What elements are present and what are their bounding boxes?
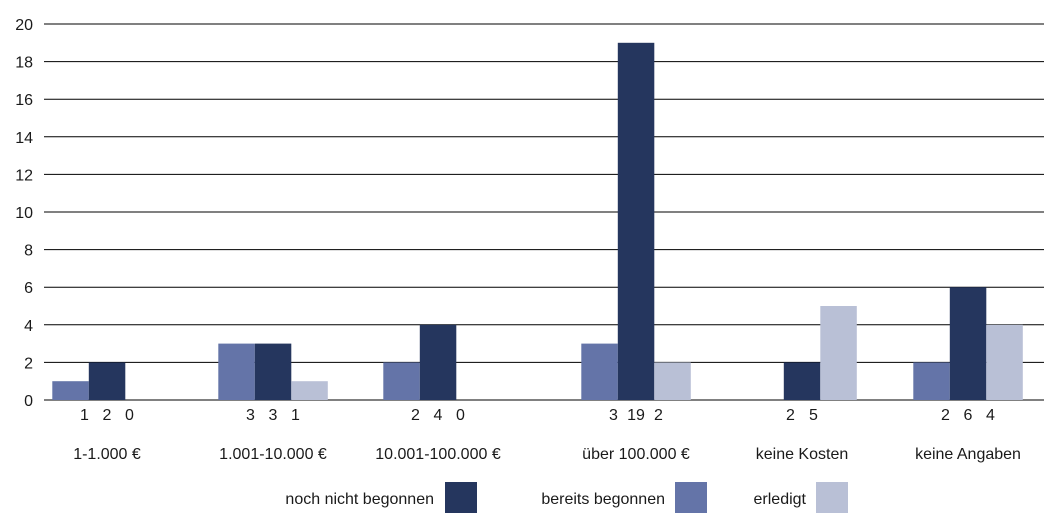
data-label: 6 bbox=[964, 407, 973, 424]
bar bbox=[949, 287, 987, 400]
bar bbox=[654, 362, 691, 400]
y-tick-label: 4 bbox=[24, 318, 33, 335]
y-tick-label: 16 bbox=[15, 92, 33, 109]
bar bbox=[218, 343, 255, 400]
y-tick-label: 12 bbox=[15, 167, 33, 184]
bar bbox=[617, 42, 655, 401]
category-label: über 100.000 € bbox=[582, 446, 690, 463]
y-tick-label: 2 bbox=[24, 355, 33, 372]
y-tick-label: 10 bbox=[15, 205, 33, 222]
bar bbox=[820, 306, 857, 400]
bar bbox=[419, 324, 457, 400]
legend-swatch bbox=[816, 482, 848, 513]
category-label: 10.001-100.000 € bbox=[375, 446, 501, 463]
category-label: keine Kosten bbox=[756, 446, 849, 463]
bars bbox=[52, 42, 1023, 401]
data-label: 2 bbox=[654, 407, 663, 424]
gridlines bbox=[44, 23, 1044, 401]
category-label: keine Angaben bbox=[915, 446, 1021, 463]
bar bbox=[383, 362, 420, 400]
data-label: 0 bbox=[125, 407, 134, 424]
legend-label: bereits begonnen bbox=[541, 491, 665, 508]
category-label: 1-1.000 € bbox=[73, 446, 141, 463]
data-label: 4 bbox=[434, 407, 443, 424]
legend-swatch bbox=[675, 482, 707, 513]
legend: noch nicht begonnen bereits begonnen erled… bbox=[285, 482, 848, 513]
y-tick-label: 6 bbox=[24, 280, 33, 297]
data-label: 5 bbox=[809, 407, 818, 424]
y-tick-label: 18 bbox=[15, 55, 33, 72]
legend-swatch bbox=[445, 482, 477, 513]
data-label: 0 bbox=[456, 407, 465, 424]
bar bbox=[52, 381, 89, 400]
bar bbox=[581, 343, 618, 400]
bar bbox=[88, 362, 126, 400]
bar bbox=[913, 362, 950, 400]
data-label: 1 bbox=[291, 407, 300, 424]
data-label: 19 bbox=[627, 407, 645, 424]
category-labels: 1-1.000 € 1.001-10.000 € 10.001-100.000 € ü… bbox=[73, 446, 1021, 463]
y-tick-label: 14 bbox=[15, 130, 33, 147]
y-tick-label: 20 bbox=[15, 17, 33, 34]
bar bbox=[783, 362, 821, 400]
bar bbox=[254, 343, 292, 400]
data-label: 2 bbox=[941, 407, 950, 424]
legend-label: erledigt bbox=[754, 491, 807, 508]
y-tick-label: 8 bbox=[24, 243, 33, 260]
data-label: 3 bbox=[609, 407, 618, 424]
data-label: 2 bbox=[786, 407, 795, 424]
bar bbox=[291, 381, 328, 400]
category-label: 1.001-10.000 € bbox=[219, 446, 327, 463]
bar bbox=[986, 324, 1023, 400]
y-axis-ticks: 0 2 4 6 8 10 12 14 16 18 20 bbox=[15, 17, 33, 410]
data-label: 3 bbox=[246, 407, 255, 424]
legend-label: noch nicht begonnen bbox=[285, 491, 434, 508]
data-label: 2 bbox=[103, 407, 112, 424]
data-label: 1 bbox=[80, 407, 89, 424]
y-tick-label: 0 bbox=[24, 393, 33, 410]
data-label: 3 bbox=[269, 407, 278, 424]
data-labels: 1 2 0 3 3 1 2 4 0 3 19 2 2 5 2 6 4 bbox=[80, 407, 995, 424]
data-label: 4 bbox=[986, 407, 995, 424]
data-label: 2 bbox=[411, 407, 420, 424]
